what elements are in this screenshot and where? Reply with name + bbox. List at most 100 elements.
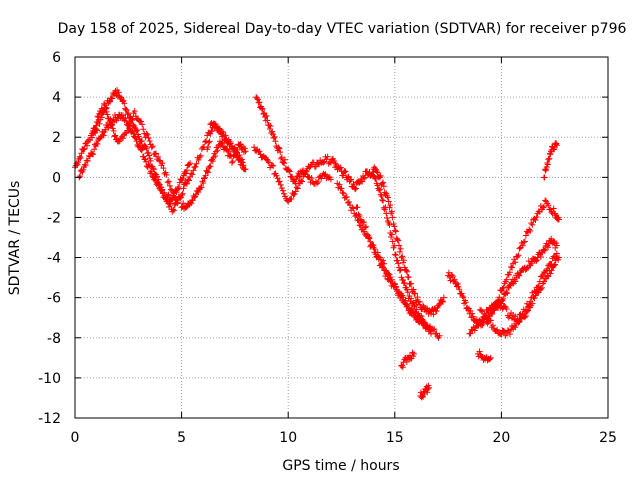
data-point <box>496 294 503 301</box>
data-point <box>389 238 396 245</box>
data-point <box>384 214 391 221</box>
data-point <box>397 245 404 252</box>
data-point <box>548 235 555 242</box>
data-point <box>388 208 395 215</box>
data-point <box>209 158 216 165</box>
data-point <box>553 242 560 249</box>
data-point <box>500 328 507 335</box>
data-point <box>343 194 350 201</box>
data-point <box>106 98 113 105</box>
data-point <box>504 290 511 297</box>
data-point <box>159 186 166 193</box>
data-point <box>80 146 87 153</box>
data-point <box>526 226 533 233</box>
data-point <box>516 272 523 279</box>
data-point <box>384 194 391 201</box>
data-point <box>535 289 542 296</box>
data-point <box>179 175 186 182</box>
data-point <box>258 105 265 112</box>
data-point <box>394 236 401 243</box>
data-point <box>139 146 146 153</box>
data-point <box>110 127 117 134</box>
data-point <box>378 193 385 200</box>
data-point <box>500 295 507 302</box>
data-point <box>195 189 202 196</box>
data-point <box>82 162 89 169</box>
data-point <box>522 232 529 239</box>
data-point <box>278 154 285 161</box>
data-point <box>78 150 85 157</box>
plot-border <box>74 56 609 419</box>
data-point <box>77 173 84 180</box>
data-point <box>439 298 446 305</box>
data-point <box>173 197 180 204</box>
data-point <box>404 289 411 296</box>
data-point <box>489 322 496 329</box>
data-point <box>431 326 438 333</box>
data-point <box>389 214 396 221</box>
data-point <box>142 156 149 163</box>
data-point <box>212 153 219 160</box>
data-point <box>190 167 197 174</box>
data-point <box>529 300 536 307</box>
data-point <box>352 185 359 192</box>
data-point <box>380 197 387 204</box>
data-point <box>529 221 536 228</box>
data-point <box>312 163 319 170</box>
data-point <box>469 313 476 320</box>
data-point <box>133 138 140 145</box>
data-point <box>229 158 236 165</box>
data-point <box>361 224 368 231</box>
data-point <box>278 185 285 192</box>
data-point <box>103 108 110 115</box>
data-point <box>264 117 271 124</box>
data-point <box>272 138 279 145</box>
data-point <box>132 135 139 142</box>
data-point <box>551 261 558 268</box>
data-point <box>360 219 367 226</box>
data-point <box>380 257 387 264</box>
data-point <box>396 242 403 249</box>
data-point <box>478 307 485 314</box>
data-point <box>267 123 274 130</box>
data-point <box>278 155 285 162</box>
data-point <box>230 145 237 152</box>
data-point <box>155 153 162 160</box>
data-point <box>481 310 488 317</box>
data-point <box>412 302 419 309</box>
data-point <box>256 99 263 106</box>
data-point <box>318 175 325 182</box>
data-point <box>356 212 363 219</box>
data-point <box>296 173 303 180</box>
data-point <box>347 176 354 183</box>
data-point <box>130 122 137 129</box>
data-point <box>297 177 304 184</box>
data-point <box>93 122 100 129</box>
data-point <box>140 126 147 133</box>
data-point <box>99 107 106 114</box>
data-point <box>143 130 150 137</box>
data-point <box>356 222 363 229</box>
data-point <box>542 197 549 204</box>
data-point <box>350 205 357 212</box>
data-point <box>366 234 373 241</box>
data-point <box>416 301 423 308</box>
data-point <box>402 297 409 304</box>
data-point <box>77 154 84 161</box>
data-point <box>498 300 505 307</box>
data-point <box>381 267 388 274</box>
data-point <box>239 162 246 169</box>
data-point <box>234 153 241 160</box>
data-point <box>145 161 152 168</box>
data-point <box>286 167 292 174</box>
data-point <box>456 286 463 293</box>
data-point <box>403 267 410 274</box>
data-point <box>408 305 415 312</box>
data-point <box>104 111 111 118</box>
data-point <box>191 164 198 171</box>
data-point <box>534 254 541 261</box>
data-point <box>512 278 519 285</box>
data-point <box>276 178 283 185</box>
data-point <box>516 245 523 252</box>
data-point <box>259 106 266 113</box>
